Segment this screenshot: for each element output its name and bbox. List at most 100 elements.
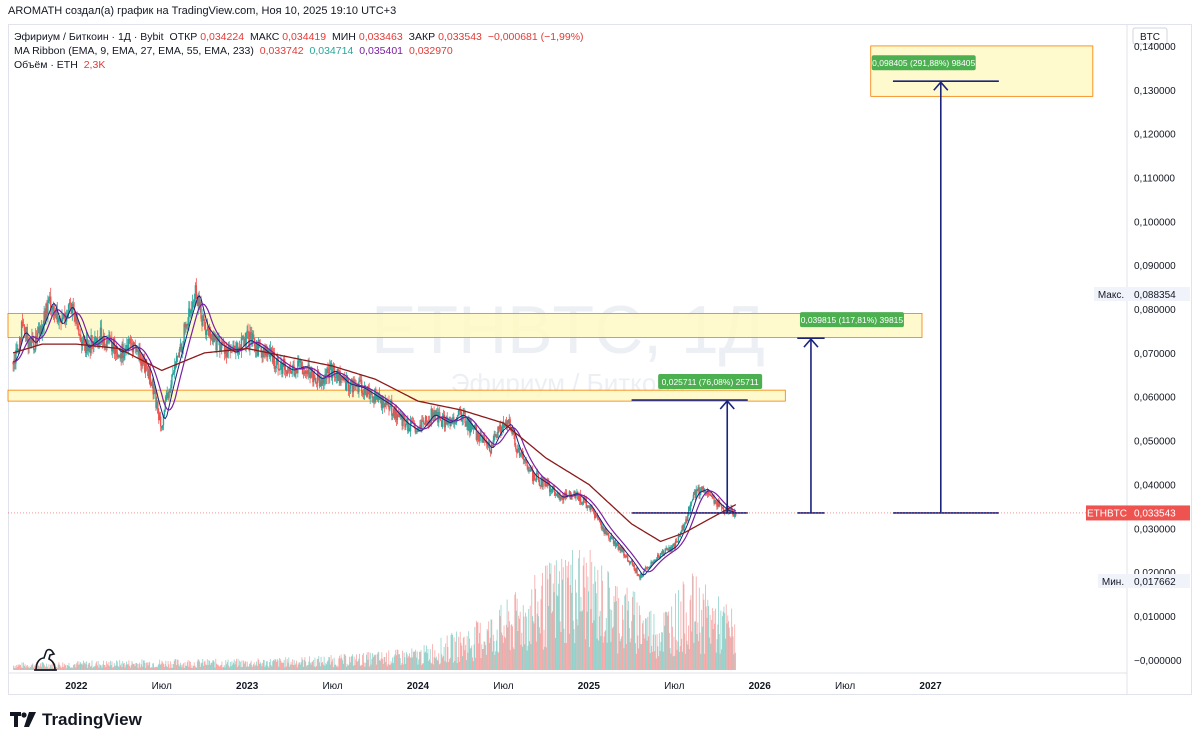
volume-legend: Объём · ETH 2,3K xyxy=(14,59,108,71)
candle-body xyxy=(222,342,225,344)
volume-bar xyxy=(684,633,686,670)
volume-bar xyxy=(584,587,586,670)
candle-body xyxy=(62,317,64,319)
volume-bar xyxy=(407,657,409,670)
volume-bar xyxy=(226,664,227,670)
volume-bar xyxy=(552,583,554,670)
volume-bar xyxy=(98,667,100,670)
volume-bar xyxy=(412,657,414,670)
target-arrow-head xyxy=(719,399,735,410)
price-tick-label: 0,030000 xyxy=(1134,524,1176,535)
candle-body xyxy=(247,330,249,333)
ma-label[interactable]: MA Ribbon (EMA, 9, EMA, 27, EMA, 55, EMA… xyxy=(14,45,254,57)
volume-label[interactable]: Объём · ETH xyxy=(14,59,78,71)
volume-bar xyxy=(63,667,64,670)
volume-bar xyxy=(246,666,247,670)
candle-body xyxy=(625,555,628,557)
candle-body xyxy=(658,557,661,559)
candle-body xyxy=(675,540,678,543)
symbol-title[interactable]: Эфириум / Биткоин · 1Д · Bybit xyxy=(14,31,164,43)
candle-body xyxy=(585,498,587,509)
volume-bar xyxy=(215,658,217,670)
volume-bar xyxy=(58,662,60,670)
volume-bar xyxy=(632,591,634,670)
candle-body xyxy=(394,409,397,419)
volume-bar xyxy=(702,593,704,670)
candle-body xyxy=(123,356,125,359)
volume-bar xyxy=(531,589,533,670)
candle-body xyxy=(668,547,670,551)
volume-bar xyxy=(159,664,161,670)
candle-body xyxy=(690,501,693,504)
volume-bar xyxy=(485,644,487,670)
volume-bar xyxy=(103,660,104,670)
low-label: МИН xyxy=(332,31,356,43)
candle-body xyxy=(305,370,307,374)
volume-bar xyxy=(191,665,193,670)
candle-body xyxy=(307,364,309,374)
volume-bar xyxy=(533,623,535,670)
volume-bar xyxy=(34,668,36,670)
price-tick-label: −0,000000 xyxy=(1134,656,1182,667)
candle-body xyxy=(82,335,85,341)
candle-body xyxy=(679,533,681,537)
volume-bar xyxy=(61,666,63,670)
volume-bar xyxy=(393,656,395,670)
candle-body xyxy=(314,377,317,383)
volume-bar xyxy=(328,656,330,670)
candle-body xyxy=(694,491,696,498)
candle-body xyxy=(271,352,274,363)
candle-body xyxy=(180,343,183,353)
volume-bar xyxy=(694,621,696,670)
volume-bar xyxy=(520,644,522,670)
candle-body xyxy=(220,348,222,352)
volume-bar xyxy=(388,650,390,670)
volume-bar xyxy=(730,637,732,670)
volume-bar xyxy=(145,667,147,670)
candle-body xyxy=(380,396,383,408)
price-axis[interactable]: 0,1400000,1300000,1200000,1100000,100000… xyxy=(1134,42,1182,667)
candle-body xyxy=(319,380,322,387)
volume-bar xyxy=(597,569,599,670)
volume-bar xyxy=(80,664,82,670)
dino-icon[interactable] xyxy=(34,648,57,671)
volume-bar xyxy=(347,665,349,670)
volume-bar xyxy=(576,619,578,670)
volume-bar xyxy=(417,664,419,670)
candle-body xyxy=(456,415,459,418)
candle-body xyxy=(261,352,263,358)
resistance-zone[interactable] xyxy=(7,313,923,338)
time-axis[interactable]: 2022 Июл 2023 Июл 2024 Июл 2025 Июл 2026 Июл 2027 xyxy=(65,681,942,692)
volume-bar xyxy=(262,662,264,670)
volume-bar xyxy=(83,663,85,670)
candle-body xyxy=(494,433,496,435)
volume-bar xyxy=(133,664,134,670)
candle-body xyxy=(500,425,502,436)
candle-body xyxy=(153,389,155,395)
volume-bar xyxy=(238,665,240,670)
volume-bar xyxy=(732,636,734,670)
volume-bar xyxy=(335,664,337,670)
volume-bar xyxy=(509,650,511,670)
currency-badge[interactable] xyxy=(1132,27,1168,45)
candle-body xyxy=(421,420,423,430)
volume-bar xyxy=(265,665,267,670)
candle-body xyxy=(69,302,72,304)
volume-bar xyxy=(711,619,713,670)
candle-body xyxy=(713,498,715,504)
volume-bar xyxy=(629,642,631,670)
volume-bar xyxy=(688,625,690,670)
volume-bar xyxy=(467,652,469,670)
volume-bar xyxy=(405,652,407,670)
tradingview-logo[interactable]: TradingView xyxy=(10,710,142,730)
candle-body xyxy=(439,412,441,419)
volume-bar xyxy=(503,625,505,670)
volume-bar xyxy=(721,649,723,670)
price-tick-label: 0,140000 xyxy=(1134,42,1176,53)
volume-bar xyxy=(496,629,498,670)
candle-body xyxy=(124,349,126,357)
resistance-zone[interactable] xyxy=(870,45,1094,97)
volume-bar xyxy=(225,660,227,670)
candle-body xyxy=(199,302,201,307)
